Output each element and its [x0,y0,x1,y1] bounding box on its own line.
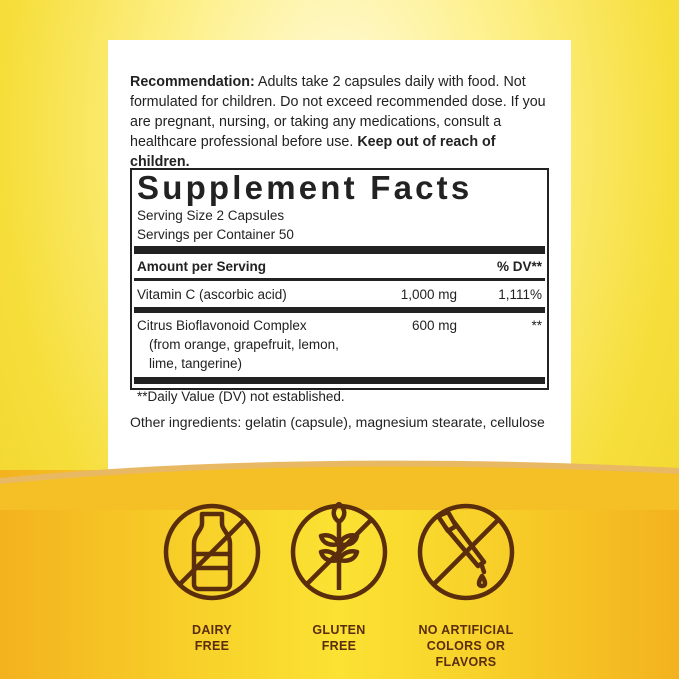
wave-divider [0,460,679,510]
header-row: Amount per Serving% DV** [137,259,542,274]
no-wheat-icon [290,502,388,601]
other-ingredients: Other ingredients: gelatin (capsule), ma… [130,414,545,430]
recommendation-text: Recommendation: Adults take 2 capsules d… [130,74,546,170]
serving-size: Serving Size 2 Capsules [137,208,285,223]
no-milk-bottle-icon [163,503,261,601]
footnote: **Daily Value (DV) not established. [137,389,345,404]
no-dropper-icon [417,503,515,601]
badge-dairy-free: DAIRY FREE [152,502,272,654]
nutrient-row: Citrus Bioflavonoid Complex (from orange,… [137,318,542,371]
supplement-facts-panel: Supplement Facts Serving Size 2 Capsules… [130,168,549,404]
badge-gluten-free: GLUTEN FREE [279,502,399,654]
facts-title: Supplement Facts [137,169,473,206]
badge-no-artificial: NO ARTIFICIAL COLORS OR FLAVORS [406,502,526,670]
servings-per-container: Servings per Container 50 [137,227,294,242]
divider [134,307,545,313]
nutrient-row: Vitamin C (ascorbic acid) 1,000 mg 1,111% [137,287,542,302]
divider [134,377,545,384]
divider [134,246,545,254]
divider [134,278,545,281]
label-panel [108,40,571,480]
